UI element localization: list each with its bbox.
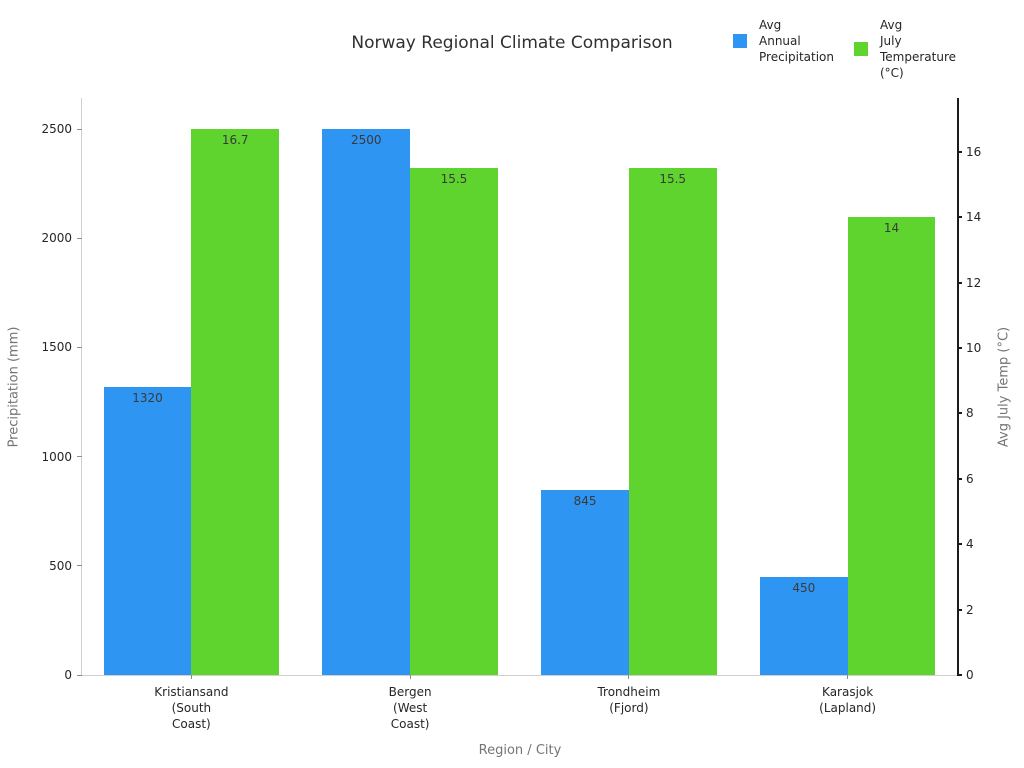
bar-value-label: 15.5 xyxy=(659,172,687,187)
y-right-tick-mark xyxy=(957,543,962,546)
y-right-tick-mark xyxy=(957,608,962,611)
y-axis-label-left: Precipitation (mm) xyxy=(6,326,22,448)
bar-value-label: 450 xyxy=(792,580,816,595)
bar-temperature: 16.7 xyxy=(191,129,280,675)
y-left-tick-label: 2000 xyxy=(41,231,72,246)
y-right-tick-label: 0 xyxy=(966,668,974,682)
y-right-tick-label: 10 xyxy=(966,341,982,356)
y-axis-label-right: Avg July Temp (°C) xyxy=(996,326,1012,448)
y-right-tick-mark xyxy=(957,150,962,153)
x-tick-label: Kristiansand (South Coast) xyxy=(154,685,229,731)
y-left-tick-mark xyxy=(77,346,82,348)
bar-value-label: 14 xyxy=(883,221,900,236)
y-right-tick-label: 8 xyxy=(966,406,974,421)
y-right-tick-mark xyxy=(957,347,962,350)
bar-value-label: 845 xyxy=(573,494,597,509)
legend-swatch-precipitation xyxy=(733,34,747,48)
y-right-tick-label: 2 xyxy=(966,602,974,617)
y-right-tick-mark xyxy=(957,412,962,415)
x-tick-mark xyxy=(847,675,849,679)
y-right-tick-label: 16 xyxy=(966,144,982,159)
bar-value-label: 16.7 xyxy=(221,133,249,148)
y-right-tick-label: 6 xyxy=(966,471,974,486)
bar-value-label: 15.5 xyxy=(440,172,468,187)
y-left-tick-mark xyxy=(77,456,82,458)
y-right-tick-mark xyxy=(957,477,962,480)
bar-precipitation: 1320 xyxy=(103,386,192,675)
x-tick-label: Trondheim (Fjord) xyxy=(597,685,661,715)
bar-precipitation: 450 xyxy=(759,576,848,675)
y-right-tick-mark xyxy=(957,674,962,676)
x-axis-label: Region / City xyxy=(478,743,562,758)
y-right-tick-mark xyxy=(957,281,962,284)
x-tick-label: Bergen (West Coast) xyxy=(388,685,432,731)
y-right-tick-label: 14 xyxy=(966,210,982,225)
y-left-tick-label: 2500 xyxy=(41,122,72,137)
legend-item-precipitation: Avg Annual Precipitation xyxy=(733,17,834,65)
y-left-tick-label: 1000 xyxy=(41,449,72,464)
y-left-tick-label: 0 xyxy=(64,668,72,682)
x-tick-mark xyxy=(190,675,192,679)
y-right-tick-label: 12 xyxy=(966,275,982,290)
y-left-tick-mark xyxy=(77,128,82,130)
plot-area: 0 500 1000 1500 2000 2500 0 2 4 6 8 10 12 14 16 1320 16.… xyxy=(41,98,981,731)
bar-value-label: 1320 xyxy=(132,390,163,405)
bar-temperature: 14 xyxy=(847,217,936,675)
legend-label-temperature: Avg July Temperature (°C) xyxy=(880,18,957,80)
bar-precipitation: 845 xyxy=(541,490,629,675)
x-tick-label: Karasjok (Lapland) xyxy=(819,685,877,715)
legend-swatch-temperature xyxy=(854,42,868,56)
legend-item-temperature: Avg July Temperature (°C) xyxy=(854,17,956,81)
y-left-tick-label: 1500 xyxy=(41,340,72,355)
chart-title: Norway Regional Climate Comparison xyxy=(351,33,673,53)
legend-label-precipitation: Avg Annual Precipitation xyxy=(759,18,835,64)
y-right-tick-mark xyxy=(957,216,962,219)
bar-value-label: 2500 xyxy=(351,133,382,148)
bar-temperature: 15.5 xyxy=(628,168,717,675)
bar-precipitation: 2500 xyxy=(322,129,411,675)
x-tick-mark xyxy=(409,675,411,679)
y-left-tick-mark xyxy=(77,237,82,239)
y-left-tick-label: 500 xyxy=(49,558,72,573)
bar-temperature: 15.5 xyxy=(410,168,498,675)
x-tick-mark xyxy=(628,675,630,679)
y-right-tick-label: 4 xyxy=(966,537,974,552)
y-left-tick-mark xyxy=(77,674,82,676)
y-left-tick-mark xyxy=(77,565,82,567)
